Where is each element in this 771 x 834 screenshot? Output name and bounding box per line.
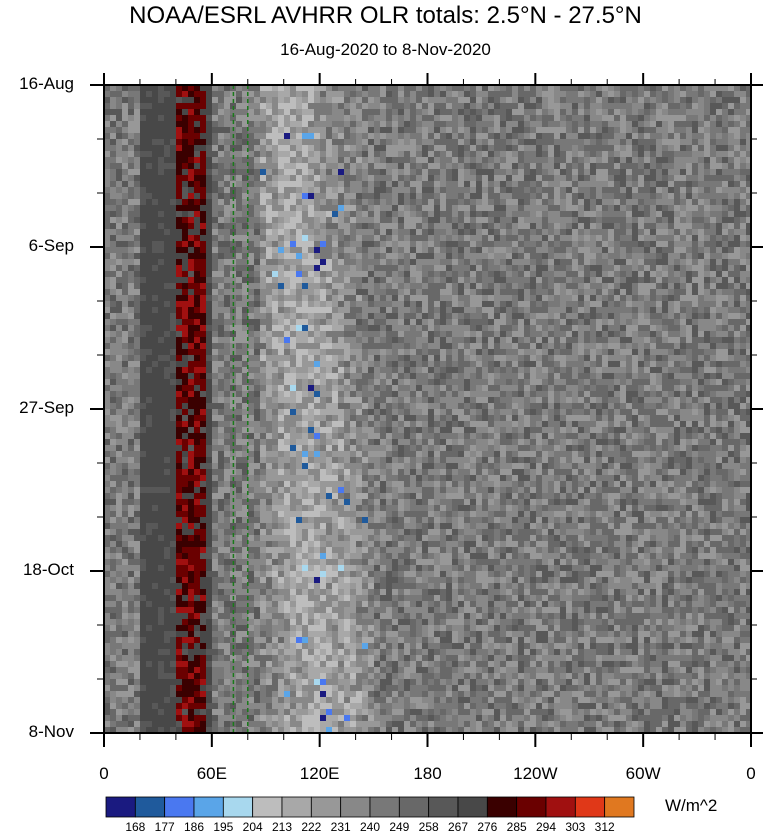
colorbar-swatch [574,796,606,818]
colorbar-swatch [134,796,166,818]
colorbar-swatch [369,796,400,818]
y-tick-label: 18-Oct [22,560,74,579]
colorbar-label: 267 [447,820,469,834]
heatmap-cells [104,85,752,733]
colorbar-swatch [398,796,430,818]
y-tick-label: 27-Sep [19,398,74,417]
x-tick-label: 0 [99,764,109,783]
y-tick-label: 8-Nov [28,722,74,741]
colorbar-swatch [545,796,576,818]
colorbar-label: 222 [301,820,322,834]
chart-subtitle: 16-Aug-2020 to 8-Nov-2020 [280,40,491,59]
x-tick-label: 120W [513,764,558,783]
colorbar-swatch [457,796,488,818]
colorbar-swatch [222,796,254,818]
colorbar-swatch [310,796,342,818]
y-tick-label: 6-Sep [28,236,74,255]
units-label: W/m^2 [665,796,718,815]
colorbar-swatch [105,796,136,818]
colorbar-swatch [428,796,459,818]
colorbar-label: 312 [594,820,615,834]
colorbar-label: 285 [506,820,527,834]
colorbar-swatch [193,796,224,818]
colorbar-label: 258 [418,820,439,834]
colorbar-label: 303 [565,820,586,834]
colorbar-label: 231 [330,820,351,834]
colorbar-label: 276 [477,820,498,834]
x-tick-label: 180 [413,764,442,783]
x-tick-label: 60E [196,764,227,783]
colorbar-swatch [604,796,635,818]
y-tick-label: 16-Aug [19,74,74,93]
colorbar-label: 213 [271,820,293,834]
colorbar-label: 240 [359,820,381,834]
chart-title: NOAA/ESRL AVHRR OLR totals: 2.5°N - 27.5… [129,2,642,29]
x-tick-label: 60W [625,764,661,783]
x-tick-label: 0 [746,764,756,783]
colorbar-swatch [164,796,195,818]
colorbar-swatch [281,796,312,818]
colorbar-label: 186 [183,820,205,834]
colorbar-label: 177 [154,820,175,834]
colorbar-label: 168 [125,820,146,834]
colorbar-label: 195 [213,820,234,834]
colorbar-swatch [252,796,283,818]
colorbar-swatch [516,796,547,818]
x-tick-label: 120E [299,764,340,783]
colorbar-swatch [340,796,371,818]
colorbar-label: 249 [389,820,410,834]
colorbar-label: 204 [242,820,263,834]
colorbar-swatch [486,796,518,818]
colorbar-label: 294 [535,820,557,834]
